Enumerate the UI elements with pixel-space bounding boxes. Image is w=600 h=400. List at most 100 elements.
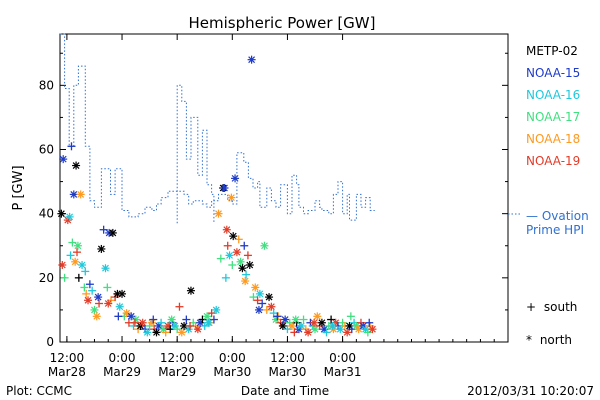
scatter-point	[245, 261, 254, 269]
scatter-point	[234, 235, 243, 244]
ovation-legend-line1: — Ovation	[526, 209, 589, 223]
x-tick-label-date: Mar29	[158, 365, 196, 379]
scatter-point	[216, 254, 225, 263]
plus-symbol: +	[526, 300, 536, 314]
scatter-point	[69, 190, 78, 199]
scatter-point	[254, 305, 263, 314]
scatter-point	[346, 312, 355, 321]
scatter-point	[212, 305, 221, 314]
scatter-point	[95, 299, 104, 308]
legend-item-metp-02: METP-02	[526, 44, 578, 58]
x-tick-label-date: Mar28	[48, 365, 86, 379]
scatter-point	[310, 318, 319, 327]
scatter-point	[260, 241, 269, 250]
scatter-point	[253, 296, 262, 305]
x-tick-label-date: Mar30	[213, 365, 251, 379]
x-axis: 12:00Mar280:00Mar2912:00Mar290:00Mar3012…	[48, 34, 509, 379]
x-axis-label: Date and Time	[241, 384, 329, 398]
scatter-point	[343, 328, 352, 337]
scatter-point	[175, 302, 184, 311]
scatter-point	[90, 305, 99, 314]
scatter-point	[127, 312, 136, 321]
chart-title: Hemispheric Power [GW]	[189, 14, 376, 32]
y-tick-label: 80	[39, 78, 54, 92]
plot-timestamp: 2012/03/31 10:20:07	[467, 384, 594, 398]
x-tick-label-time: 0:00	[219, 351, 246, 365]
y-tick-label: 60	[39, 143, 54, 157]
scatter-point	[231, 174, 240, 183]
scatter-point	[299, 315, 308, 324]
scatter-point	[122, 309, 131, 318]
scatter-point	[166, 325, 175, 334]
scatter-point	[365, 318, 374, 327]
scatter-point	[65, 212, 74, 221]
y-axis-label: P [GW]	[11, 165, 26, 210]
scatter-point	[138, 318, 147, 327]
legend-item-noaa-15: NOAA-15	[526, 66, 580, 80]
scatter-point	[236, 257, 245, 266]
scatter-point	[251, 283, 260, 292]
scatter-point	[82, 289, 91, 298]
scatter-point	[207, 309, 216, 318]
scatter-point	[167, 315, 176, 324]
scatter-point	[177, 328, 186, 337]
scatter-point	[149, 315, 158, 324]
scatter-point	[66, 251, 75, 260]
asterisk-symbol: *	[526, 333, 532, 347]
scatter-point	[241, 277, 250, 286]
ovation-prime-hpi-line	[60, 33, 375, 224]
x-tick-label-date: Mar29	[103, 365, 141, 379]
scatter-point	[238, 264, 247, 273]
scatter-point	[73, 241, 82, 250]
scatter-point	[273, 312, 282, 321]
scatter-point	[104, 299, 113, 308]
scatter-point	[267, 302, 276, 311]
scatter-point	[354, 325, 363, 334]
scatter-point	[232, 248, 241, 257]
satellite-legend: METP-02 NOAA-15 NOAA-16 NOAA-17 NOAA-18 NOAA-…	[526, 44, 580, 168]
scatter-point	[222, 225, 231, 234]
scatter-point	[204, 318, 213, 327]
scatter-point	[186, 321, 195, 330]
scatter-point	[214, 209, 223, 218]
scatter-point	[227, 193, 236, 202]
scatter-point	[243, 251, 252, 260]
scatter-point	[209, 315, 218, 324]
scatter-point	[78, 261, 87, 269]
scatter-point	[221, 273, 230, 282]
scatter-point	[297, 321, 306, 330]
scatter-point	[157, 318, 166, 327]
scatter-point	[73, 248, 82, 257]
scatter-point	[94, 293, 103, 302]
scatter-point	[57, 209, 66, 218]
scatter-point	[193, 325, 202, 334]
y-tick-label: 0	[46, 335, 54, 349]
scatter-point	[130, 318, 139, 327]
x-tick-label-time: 12:00	[50, 351, 85, 365]
scatter-point	[173, 325, 182, 334]
scatter-point	[223, 241, 232, 250]
scatter-point	[322, 328, 331, 337]
plot-frame	[59, 33, 509, 343]
scatter-point	[363, 328, 372, 337]
scatter-point	[240, 241, 249, 250]
south-label: south	[544, 300, 578, 314]
scatter-point	[99, 225, 108, 234]
scatter-point	[203, 312, 212, 321]
scatter-point	[182, 315, 191, 324]
x-tick-label-time: 0:00	[109, 351, 136, 365]
scatter-point	[291, 315, 300, 324]
scatter-point	[186, 286, 195, 295]
scatter-point	[336, 325, 345, 334]
scatter-point	[92, 312, 101, 321]
scatter-point	[229, 232, 238, 241]
scatter-point	[143, 328, 152, 337]
scatter-point	[347, 325, 356, 334]
legend-item-noaa-16: NOAA-16	[526, 88, 580, 102]
scatter-point	[247, 55, 256, 64]
scatter-point	[114, 312, 123, 321]
scatter-points	[57, 55, 377, 337]
scatter-point	[278, 321, 287, 330]
